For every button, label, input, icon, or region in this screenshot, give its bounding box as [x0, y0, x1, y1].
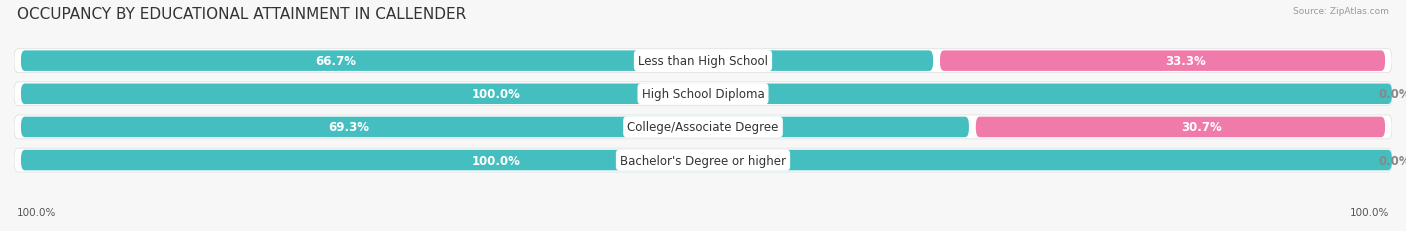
Text: Source: ZipAtlas.com: Source: ZipAtlas.com: [1294, 7, 1389, 16]
Text: 100.0%: 100.0%: [472, 88, 520, 101]
Text: 69.3%: 69.3%: [328, 121, 368, 134]
Text: 66.7%: 66.7%: [315, 55, 356, 68]
Text: 100.0%: 100.0%: [17, 207, 56, 217]
FancyBboxPatch shape: [941, 51, 1385, 72]
Text: 100.0%: 100.0%: [1350, 207, 1389, 217]
FancyBboxPatch shape: [14, 116, 1392, 139]
Text: Bachelor's Degree or higher: Bachelor's Degree or higher: [620, 154, 786, 167]
FancyBboxPatch shape: [14, 82, 1392, 106]
Legend: Owner-occupied, Renter-occupied: Owner-occupied, Renter-occupied: [588, 228, 818, 231]
FancyBboxPatch shape: [21, 150, 1392, 171]
FancyBboxPatch shape: [14, 149, 1392, 172]
FancyBboxPatch shape: [976, 117, 1385, 138]
Text: 100.0%: 100.0%: [472, 154, 520, 167]
Text: Less than High School: Less than High School: [638, 55, 768, 68]
FancyBboxPatch shape: [21, 84, 1392, 105]
Text: 30.7%: 30.7%: [1181, 121, 1222, 134]
Text: OCCUPANCY BY EDUCATIONAL ATTAINMENT IN CALLENDER: OCCUPANCY BY EDUCATIONAL ATTAINMENT IN C…: [17, 7, 467, 22]
FancyBboxPatch shape: [21, 117, 969, 138]
Text: 0.0%: 0.0%: [1378, 154, 1406, 167]
FancyBboxPatch shape: [21, 51, 934, 72]
Text: 33.3%: 33.3%: [1166, 55, 1206, 68]
Text: High School Diploma: High School Diploma: [641, 88, 765, 101]
Text: 0.0%: 0.0%: [1378, 88, 1406, 101]
FancyBboxPatch shape: [14, 49, 1392, 73]
Text: College/Associate Degree: College/Associate Degree: [627, 121, 779, 134]
